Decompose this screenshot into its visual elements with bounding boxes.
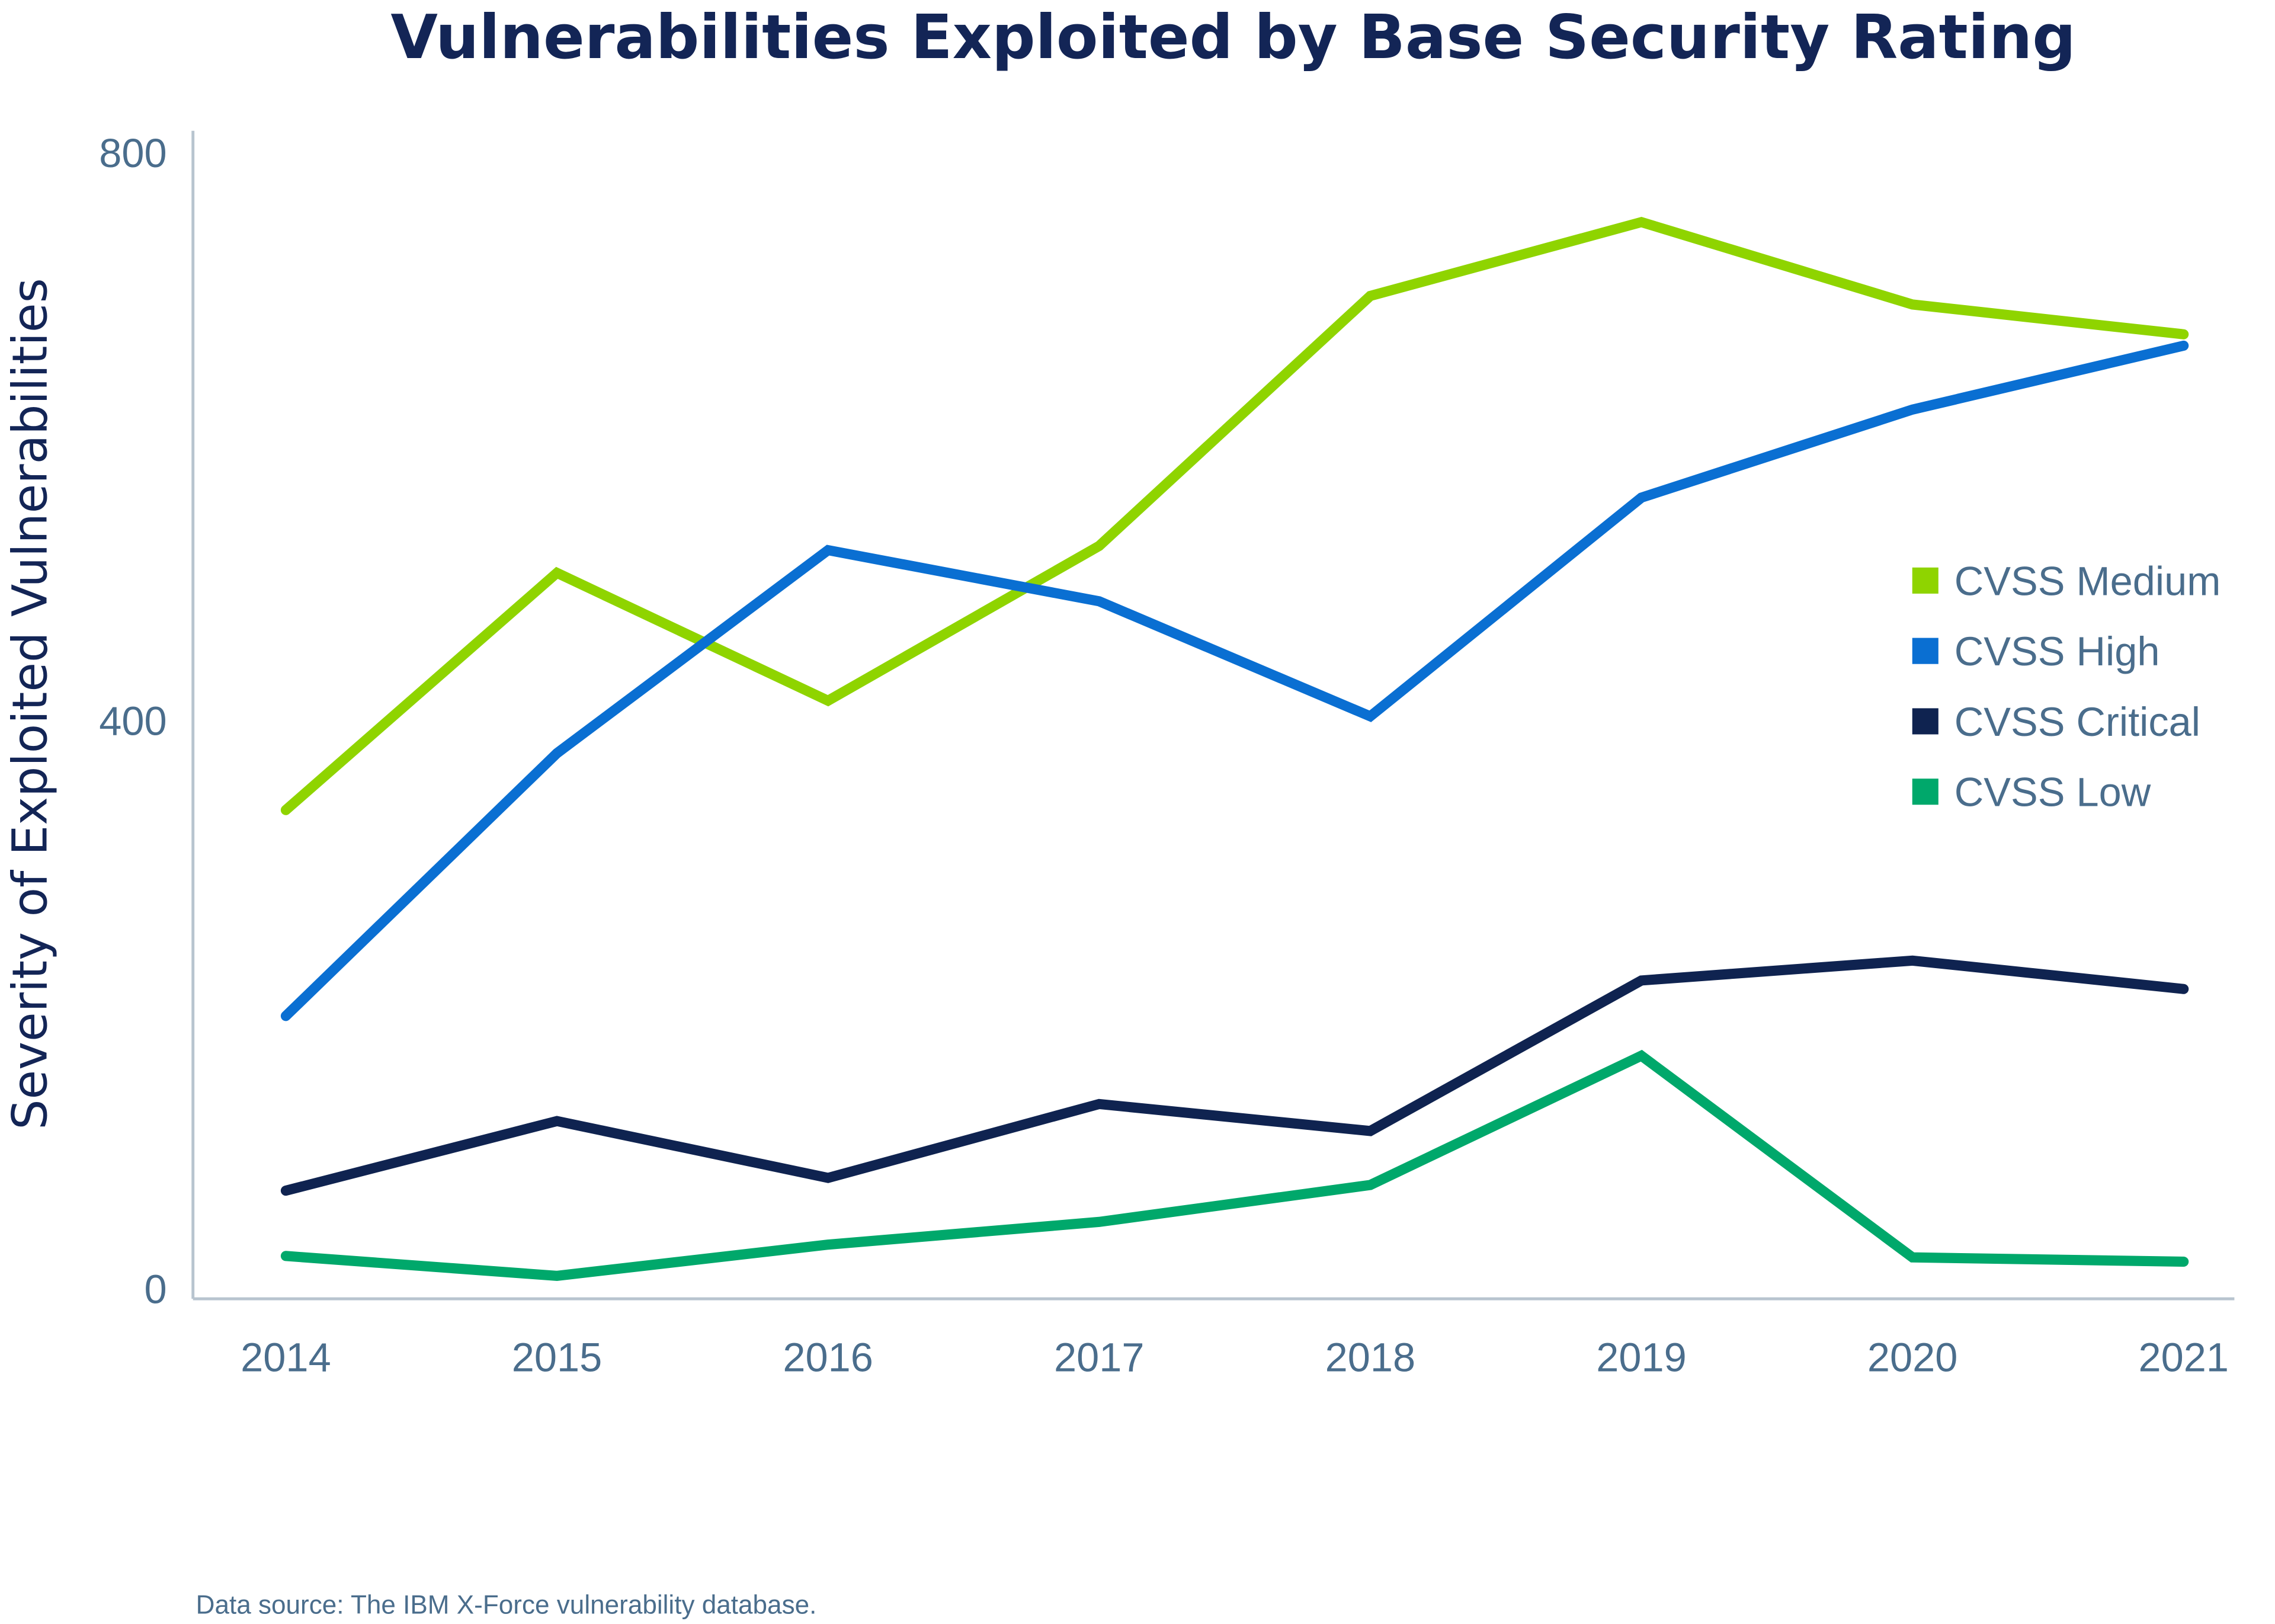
legend-swatch [1912,779,1938,805]
legend-label: CVSS Critical [1954,699,2200,745]
legend-item: CVSS Medium [1912,558,2221,604]
data-source-note: Data source: The IBM X-Force vulnerabili… [196,1591,817,1620]
series-line-cvss-medium [280,216,2189,815]
legend-label: CVSS Medium [1954,558,2221,604]
x-tick-label: 2016 [783,1335,873,1380]
legend-item: CVSS Low [1912,770,2151,815]
x-tick-label: 2017 [1054,1335,1145,1380]
series-line-cvss-low [280,1049,2189,1282]
y-tick-label: 400 [99,699,166,744]
y-tick-label: 800 [99,130,166,176]
legend-item: CVSS High [1912,629,2160,674]
y-axis-label: Severity of Exploited Vulnerabilities [2,278,58,1129]
x-tick-label: 2020 [1867,1335,1958,1380]
series-line-cvss-critical [280,955,2189,1196]
x-tick-label: 2018 [1325,1335,1416,1380]
x-tick-label: 2021 [2138,1335,2229,1380]
x-tick-label: 2014 [241,1335,331,1380]
x-tick-label: 2019 [1596,1335,1687,1380]
legend-swatch [1912,567,1938,594]
legend-swatch [1912,708,1938,735]
legend-item: CVSS Critical [1912,699,2200,745]
chart-title: Vulnerabilities Exploited by Base Securi… [390,2,2076,73]
series-line-cvss-high [280,340,2189,1021]
legend-swatch [1912,638,1938,664]
legend-label: CVSS High [1954,629,2160,674]
y-tick-label: 0 [144,1266,166,1312]
legend-label: CVSS Low [1954,770,2151,815]
x-tick-label: 2015 [512,1335,603,1380]
